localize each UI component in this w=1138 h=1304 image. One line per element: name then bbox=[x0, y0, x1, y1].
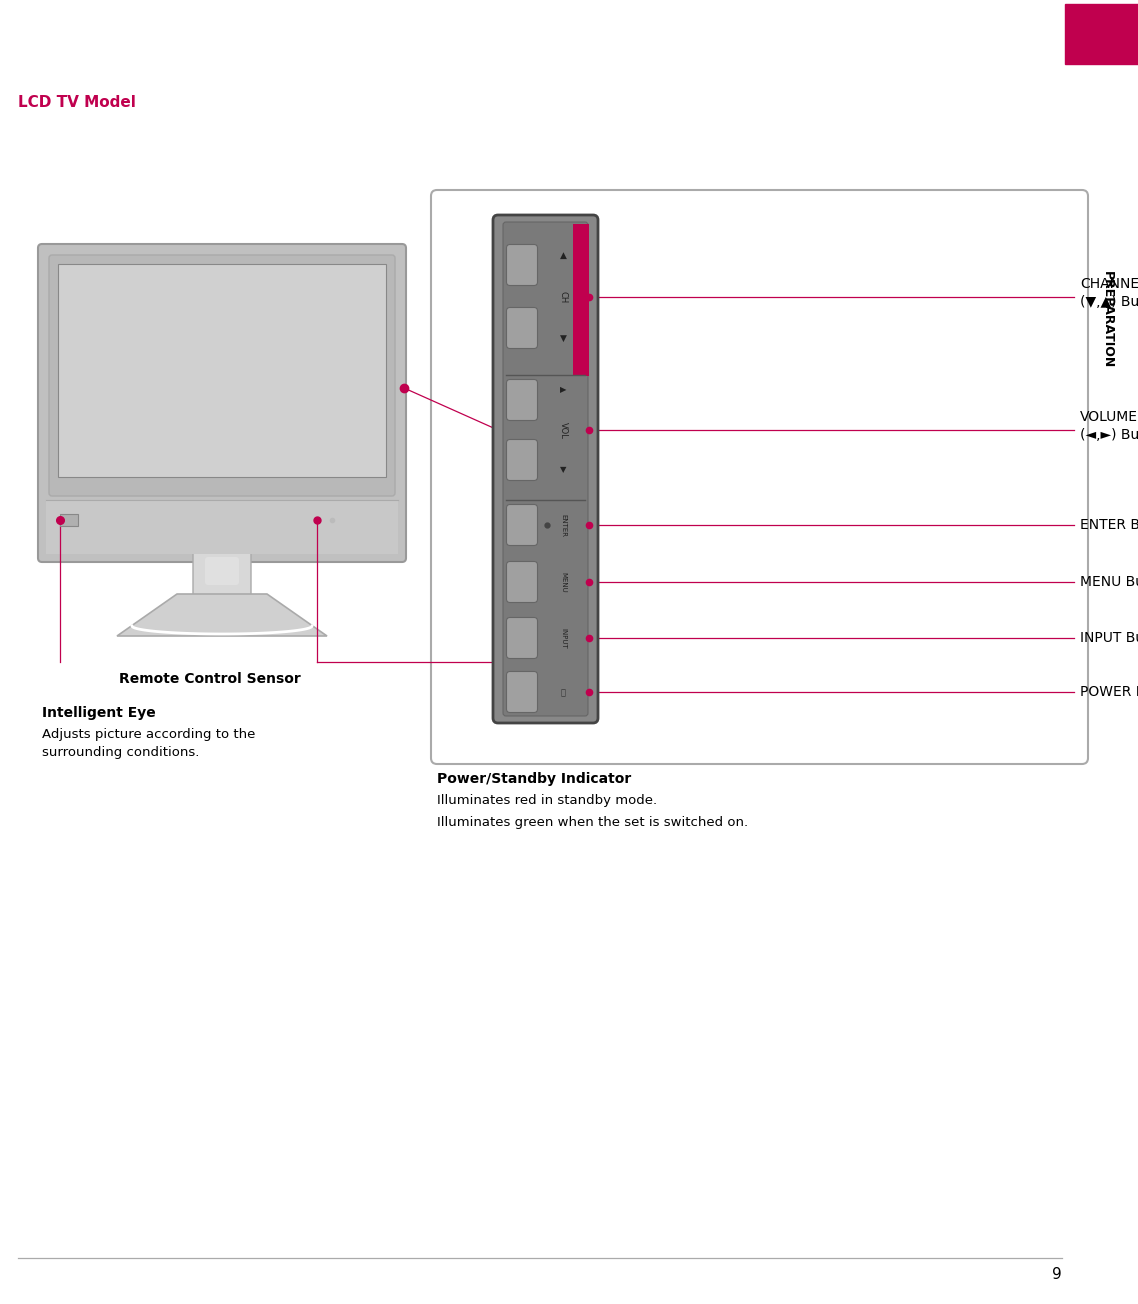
FancyBboxPatch shape bbox=[506, 439, 537, 480]
FancyBboxPatch shape bbox=[493, 215, 597, 722]
Text: ⏻: ⏻ bbox=[561, 689, 566, 698]
Text: 9: 9 bbox=[1053, 1267, 1062, 1282]
Text: Power/Standby Indicator: Power/Standby Indicator bbox=[437, 772, 632, 786]
Text: VOL: VOL bbox=[559, 421, 568, 438]
Text: INPUT: INPUT bbox=[560, 627, 566, 648]
Text: Illuminates red in standby mode.: Illuminates red in standby mode. bbox=[437, 794, 657, 807]
Text: VOLUME
(◄,►) Buttons: VOLUME (◄,►) Buttons bbox=[1080, 409, 1138, 442]
FancyBboxPatch shape bbox=[193, 550, 251, 599]
FancyBboxPatch shape bbox=[506, 245, 537, 286]
FancyBboxPatch shape bbox=[506, 379, 537, 420]
FancyBboxPatch shape bbox=[506, 618, 537, 659]
Text: ▼: ▼ bbox=[560, 334, 567, 343]
Text: Intelligent Eye: Intelligent Eye bbox=[42, 705, 156, 720]
FancyBboxPatch shape bbox=[205, 557, 239, 585]
Text: INPUT Button: INPUT Button bbox=[1080, 631, 1138, 645]
Text: LCD TV Model: LCD TV Model bbox=[18, 95, 135, 110]
Text: CH: CH bbox=[559, 291, 568, 303]
FancyBboxPatch shape bbox=[506, 505, 537, 545]
Text: ENTER: ENTER bbox=[560, 514, 566, 536]
FancyBboxPatch shape bbox=[506, 672, 537, 712]
Text: POWER Button: POWER Button bbox=[1080, 685, 1138, 699]
Polygon shape bbox=[117, 595, 327, 636]
Text: MENU: MENU bbox=[560, 571, 566, 592]
FancyBboxPatch shape bbox=[506, 308, 537, 348]
FancyBboxPatch shape bbox=[506, 562, 537, 602]
Text: ▲: ▲ bbox=[560, 250, 567, 259]
Bar bbox=[58, 263, 386, 477]
Text: PREPARATION: PREPARATION bbox=[1100, 271, 1113, 369]
FancyBboxPatch shape bbox=[38, 244, 406, 562]
Text: ENTER Button: ENTER Button bbox=[1080, 518, 1138, 532]
Text: MENU Button: MENU Button bbox=[1080, 575, 1138, 589]
Text: CHANNEL
(▼,▲) Buttons: CHANNEL (▼,▲) Buttons bbox=[1080, 276, 1138, 309]
Text: ▼: ▼ bbox=[560, 466, 567, 475]
Text: Adjusts picture according to the
surrounding conditions.: Adjusts picture according to the surroun… bbox=[42, 728, 255, 759]
FancyBboxPatch shape bbox=[431, 190, 1088, 764]
FancyBboxPatch shape bbox=[503, 222, 588, 716]
Bar bbox=[46, 499, 398, 554]
Bar bbox=[574, 224, 589, 376]
Bar bbox=[1065, 4, 1138, 64]
Text: Illuminates green when the set is switched on.: Illuminates green when the set is switch… bbox=[437, 816, 748, 829]
Bar bbox=[60, 514, 79, 526]
Text: ▶: ▶ bbox=[560, 386, 567, 395]
FancyBboxPatch shape bbox=[49, 256, 395, 496]
Text: Remote Control Sensor: Remote Control Sensor bbox=[119, 672, 300, 686]
